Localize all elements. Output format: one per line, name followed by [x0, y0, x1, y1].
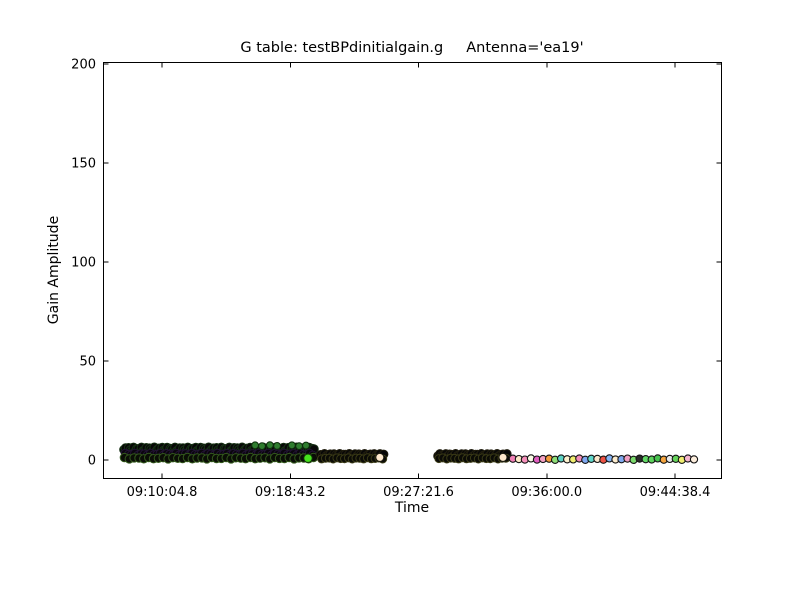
- x-tick-label: 09:18:43.2: [255, 485, 326, 500]
- x-tick-label: 09:27:21.6: [383, 485, 454, 500]
- y-axis-ticks: 0 50 100 150 200: [71, 58, 722, 469]
- scatter-marker-colored: [689, 455, 699, 464]
- scatter-marker-green-glint: [258, 442, 266, 451]
- chart-title: G table: testBPdinitialgain.g Antenna='e…: [240, 40, 583, 56]
- y-axis-label: Gain Amplitude: [46, 216, 62, 324]
- x-axis-label: Time: [394, 500, 429, 516]
- scatter-marker-green-glint: [295, 442, 304, 451]
- y-tick-label: 100: [71, 256, 96, 271]
- y-tick-label: 200: [71, 58, 96, 73]
- scatter-points: [119, 441, 699, 464]
- x-tick-label: 09:10:04.8: [127, 485, 198, 500]
- scatter-marker-green-glint: [273, 442, 282, 450]
- scatter-marker-green-glint: [288, 441, 296, 450]
- plot-frame: [103, 62, 722, 479]
- scatter-marker-green-glint: [266, 441, 274, 450]
- scatter-marker-green-glint: [302, 441, 310, 450]
- x-tick-label: 09:44:38.4: [640, 485, 711, 500]
- scatter-marker-cream-dot-scan2-end: [375, 452, 385, 462]
- x-tick-label: 09:36:00.0: [511, 485, 582, 500]
- scatter-marker-green-glint: [251, 441, 260, 450]
- scatter-marker-bright-green-dot: [303, 453, 313, 463]
- y-tick-label: 50: [79, 355, 96, 370]
- scatter-marker-cream-dot-scan3-end: [498, 452, 508, 462]
- y-tick-label: 150: [71, 157, 96, 172]
- x-axis-ticks: 09:10:04.8 09:18:43.2 09:27:21.6 09:36:00.0…: [127, 62, 711, 500]
- y-tick-label: 0: [88, 454, 96, 469]
